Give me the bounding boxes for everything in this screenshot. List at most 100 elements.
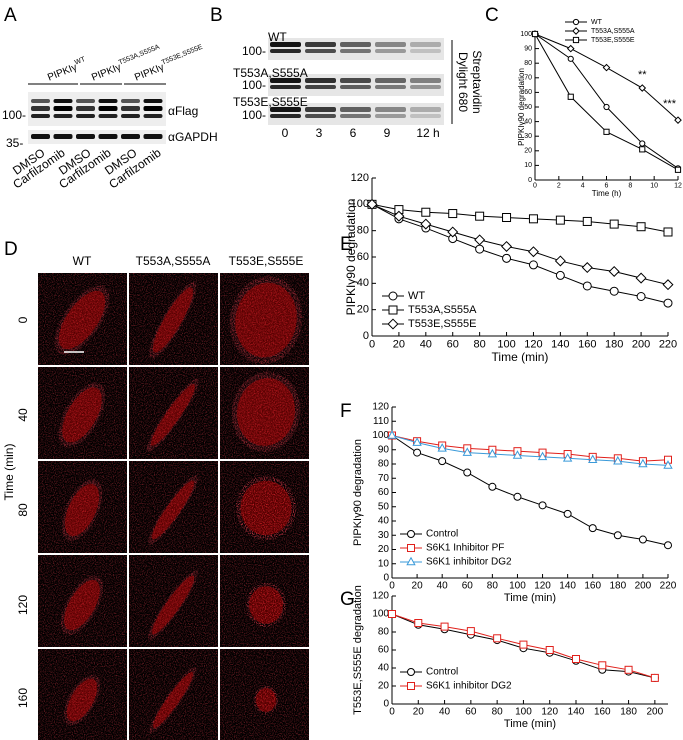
band xyxy=(305,78,336,83)
marker xyxy=(366,198,378,210)
marker xyxy=(502,253,512,263)
cell-glow xyxy=(58,290,106,350)
marker xyxy=(636,292,646,301)
band xyxy=(340,107,371,112)
column-label: T553E,S555E xyxy=(229,254,304,268)
band xyxy=(305,114,336,118)
row-label: 160 xyxy=(16,688,30,708)
marker xyxy=(613,455,623,465)
y-tick-label: 50 xyxy=(378,501,390,512)
marker xyxy=(538,501,547,510)
y-tick-label: 40 xyxy=(357,277,369,289)
marker xyxy=(598,661,607,670)
cell-glow xyxy=(66,678,98,722)
cell xyxy=(229,276,303,364)
panel-d: WT T553A,S555A T553E,S555E 0 40 80 120 1… xyxy=(2,254,309,740)
cell-glow xyxy=(249,586,283,624)
marker xyxy=(636,222,646,232)
legend-label: T553E,S555E xyxy=(591,37,635,44)
x-tick-label: 80 xyxy=(492,707,504,718)
band xyxy=(98,99,118,103)
cell-glow xyxy=(151,480,195,540)
marker xyxy=(555,270,565,280)
panel-letter: F xyxy=(340,401,352,422)
marker xyxy=(638,535,647,544)
blot-gapdh xyxy=(28,130,166,144)
x-tick-label: 120 xyxy=(541,707,558,718)
band xyxy=(143,99,163,103)
x-tick-label: 200 xyxy=(632,339,650,351)
x-tick-label: 200 xyxy=(647,707,664,718)
marker xyxy=(609,219,619,229)
mw-marker: 100- xyxy=(2,108,26,122)
x-tick-label: 60 xyxy=(465,707,477,718)
marker xyxy=(537,451,548,461)
cell xyxy=(54,285,110,355)
marker xyxy=(572,655,580,663)
legend-label: Control xyxy=(426,529,458,540)
x-tick-label: 80 xyxy=(487,581,499,592)
band xyxy=(98,106,118,111)
marker xyxy=(413,448,422,457)
x-tick-label: 180 xyxy=(609,581,626,592)
marker xyxy=(639,140,646,147)
cell-glow xyxy=(62,387,102,443)
x-tick-label: 8 xyxy=(628,182,632,189)
panel-letter: E xyxy=(340,234,353,255)
annotation: *** xyxy=(663,98,677,110)
x-tick-label: 180 xyxy=(605,339,623,351)
band xyxy=(143,106,163,111)
x-tick-label: 20 xyxy=(412,581,424,592)
band xyxy=(270,78,301,83)
band xyxy=(31,106,50,111)
x-tick-label: 80 xyxy=(474,339,486,351)
x-axis-title: Time (h) xyxy=(592,189,622,198)
y-tick-label: 60 xyxy=(378,645,390,656)
y-tick-label: 100 xyxy=(372,609,389,620)
row-label: T553A,S555A xyxy=(233,66,308,80)
panel-letter: B xyxy=(210,5,223,26)
time-label: 0 xyxy=(282,126,289,140)
x-tick-label: 40 xyxy=(420,339,432,351)
band xyxy=(121,99,140,103)
x-tick-label: 20 xyxy=(413,707,425,718)
blot-flag xyxy=(28,92,166,126)
x-tick-label: 12 xyxy=(674,182,682,189)
marker xyxy=(603,103,610,111)
blot-bands xyxy=(31,99,163,139)
y-tick-label: 100 xyxy=(520,31,532,38)
marker xyxy=(528,260,538,270)
y-tick-label: 40 xyxy=(378,516,390,527)
series-line xyxy=(391,435,669,462)
marker xyxy=(420,218,432,230)
cell xyxy=(148,475,198,545)
marker xyxy=(438,457,447,466)
y-tick-label: 20 xyxy=(524,148,532,155)
row-label: T553E,S555E xyxy=(233,95,308,109)
x-tick-label: 100 xyxy=(497,339,515,351)
band xyxy=(31,99,50,103)
band xyxy=(76,114,95,118)
cell-glow xyxy=(152,287,194,353)
band xyxy=(53,114,73,118)
cell-glow xyxy=(150,384,196,446)
marker xyxy=(638,84,647,92)
marker xyxy=(555,215,565,225)
y-tick-label: 10 xyxy=(524,162,532,169)
marker xyxy=(650,673,659,682)
band xyxy=(270,85,301,89)
mw-marker: 100- xyxy=(242,78,266,92)
band xyxy=(31,114,50,118)
mw-marker: 100- xyxy=(242,44,266,58)
marker xyxy=(475,211,485,221)
marker xyxy=(513,492,522,501)
marker xyxy=(475,244,485,254)
marker xyxy=(567,55,574,62)
cell-glow xyxy=(255,688,277,712)
x-tick-label: 60 xyxy=(462,581,474,592)
legend-label: S6K1 inhibitor DG2 xyxy=(426,681,512,692)
cell-glow xyxy=(64,579,100,631)
y-tick-label: 30 xyxy=(378,530,390,541)
x-axis-title: Time (min) xyxy=(504,592,556,604)
